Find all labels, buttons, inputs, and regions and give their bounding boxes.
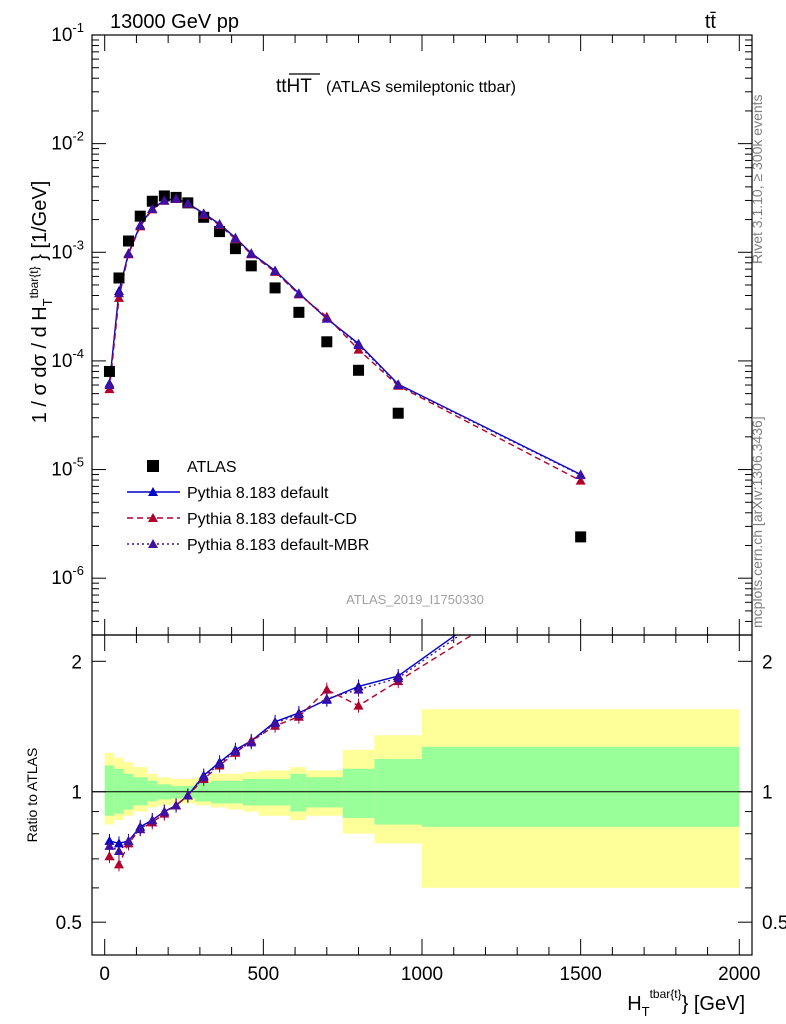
legend-atlas-marker	[147, 460, 159, 472]
ratio-point	[182, 790, 193, 800]
uncertainty-band-inner	[306, 777, 343, 808]
atlas-data-point	[122, 235, 134, 247]
atlas-data-point	[113, 272, 125, 284]
legend-label: Pythia 8.183 default	[187, 485, 329, 502]
ratio-y-tick-label-right: 2	[762, 652, 773, 673]
atlas-data-point	[134, 210, 146, 222]
ratio-point	[113, 838, 124, 848]
uncertainty-band-inner	[422, 746, 740, 827]
legend-label: Pythia 8.183 default-MBR	[187, 537, 369, 554]
ratio-point	[113, 859, 124, 869]
mc-point	[293, 288, 304, 298]
legend-label: Pythia 8.183 default-CD	[187, 511, 357, 528]
atlas-data-point	[146, 195, 158, 207]
ratio-point	[353, 684, 364, 694]
ratio-point	[321, 693, 332, 703]
mc-point	[147, 204, 158, 214]
plot-title-main: ttHT	[276, 76, 312, 97]
x-tick-label: 2000	[718, 964, 760, 985]
atlas-data-point	[269, 282, 281, 294]
ratio-point	[353, 700, 364, 710]
legend-label: ATLAS	[187, 459, 237, 476]
mc-point	[198, 208, 209, 218]
ratio-point	[104, 851, 115, 861]
main-plot-panel: 10-610-510-410-310-210-1	[51, 20, 753, 636]
x-tick-label: 1500	[560, 964, 602, 985]
atlas-data-point	[353, 364, 365, 376]
series-line	[108, 197, 582, 476]
ratio-y-axis-label: Ratio to ATLAS	[24, 748, 40, 843]
mc-point	[393, 380, 404, 390]
atlas-data-point	[321, 336, 333, 348]
rivet-label: Rivet 3.1.10, ≥ 300k events	[749, 94, 765, 264]
mc-point	[575, 475, 586, 485]
mc-point	[113, 288, 124, 298]
uncertainty-band-inner	[104, 765, 115, 816]
ratio-point	[393, 673, 404, 683]
atlas-data-point	[575, 531, 587, 543]
ratio-point	[159, 806, 170, 816]
x-tick-label: 1000	[401, 964, 443, 985]
legend: ATLAS Pythia 8.183 default Pythia 8.183 de…	[127, 459, 369, 554]
ratio-y-tick-label-right: 1	[762, 783, 773, 804]
uncertainty-band-inner	[147, 780, 158, 802]
atlas-data-point	[229, 243, 241, 255]
mc-point	[353, 340, 364, 350]
ratio-series-line	[109, 635, 462, 852]
ratio-point	[246, 737, 257, 747]
ratio-point	[147, 815, 158, 825]
ratio-point	[230, 746, 241, 756]
mc-point	[113, 292, 124, 302]
ratio-point	[321, 684, 332, 694]
atlas-data-point	[392, 407, 404, 419]
ratio-y-tick-label: 2	[71, 652, 82, 673]
mc-point	[246, 248, 257, 258]
ratio-y-tick-label: 1	[71, 783, 82, 804]
mc-point	[353, 344, 364, 354]
uncertainty-band-inner	[342, 768, 375, 818]
atlas-data-point	[245, 260, 257, 272]
legend-marker	[148, 539, 158, 548]
ratio-point	[270, 718, 281, 728]
uncertainty-band-inner	[171, 786, 181, 799]
ratio-point	[293, 709, 304, 719]
mc-point	[171, 193, 182, 203]
mc-point	[182, 198, 193, 208]
mc-point	[123, 248, 134, 258]
ratio-point	[171, 800, 182, 810]
uncertainty-band-inner	[114, 768, 124, 814]
mc-point	[135, 220, 146, 230]
atlas-data-point	[214, 226, 226, 238]
ratio-plot-panel: 0.5 0.5 1 1 2 2 0 500 1000 1500 2000	[56, 634, 786, 985]
mc-point	[214, 219, 225, 229]
x-tick-label: 500	[247, 964, 279, 985]
atlas-data-point	[103, 365, 115, 377]
ratio-point	[135, 824, 146, 834]
mc-point	[104, 380, 115, 390]
x-axis-label: HTtbar{t}} [GeV]	[627, 987, 745, 1019]
energy-label: 13000 GeV pp	[110, 11, 239, 33]
legend-marker	[148, 487, 158, 496]
ratio-y-tick-label-right: 0.5	[762, 913, 786, 934]
ratio-point	[198, 772, 209, 782]
process-label: tt̄	[705, 11, 717, 33]
atlas-data-point	[293, 306, 305, 318]
analysis-id: ATLAS_2019_I1750330	[346, 592, 484, 607]
ratio-y-tick-label: 0.5	[56, 913, 82, 934]
plot-title-sub: (ATLAS semileptonic ttbar)	[326, 79, 516, 96]
mc-point	[159, 195, 170, 205]
x-tick-label: 0	[99, 964, 110, 985]
ratio-point	[214, 758, 225, 768]
mcplots-label: mcplots.cern.ch [arXiv:1306.3436]	[749, 416, 765, 628]
uncertainty-band-inner	[290, 773, 307, 812]
ratio-point	[104, 840, 115, 850]
mc-point	[321, 313, 332, 323]
mc-point	[230, 233, 241, 243]
ratio-point	[123, 835, 134, 845]
legend-marker	[148, 513, 158, 522]
ratio-point	[113, 845, 124, 855]
mc-point	[575, 470, 586, 480]
mc-point	[270, 266, 281, 276]
